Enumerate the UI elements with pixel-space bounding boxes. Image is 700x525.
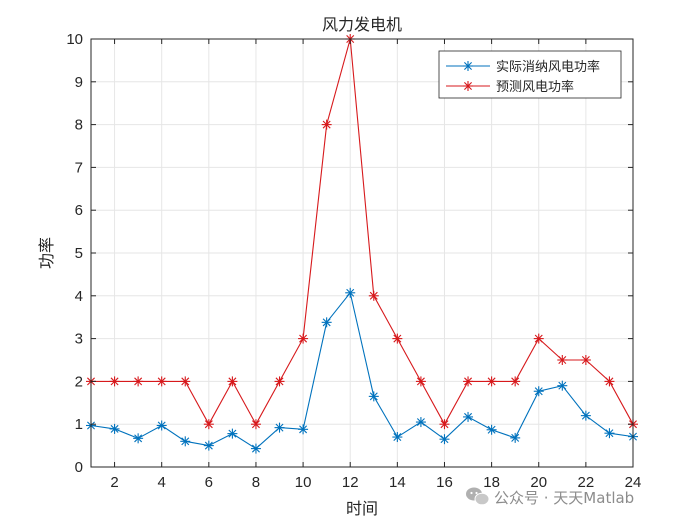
x-tick-label: 22 <box>578 474 595 491</box>
y-tick-label: 1 <box>75 416 83 433</box>
x-tick-label: 8 <box>252 474 260 491</box>
y-tick-label: 9 <box>75 74 83 91</box>
chart-title: 风力发电机 <box>322 15 402 34</box>
series-point <box>439 419 450 430</box>
series-point <box>557 380 568 391</box>
legend-label: 实际消纳风电功率 <box>496 59 600 75</box>
series-point <box>321 317 332 328</box>
series-point <box>203 419 214 430</box>
series-point <box>439 434 450 445</box>
series-point <box>368 290 379 301</box>
series-point <box>463 376 474 387</box>
y-tick-label: 3 <box>75 331 83 348</box>
y-tick-label: 5 <box>75 245 83 262</box>
series-point <box>298 424 309 435</box>
wechat-icon <box>466 487 490 506</box>
series-point <box>533 333 544 344</box>
x-tick-label: 20 <box>530 474 547 491</box>
series-point <box>392 333 403 344</box>
series-line <box>90 291 634 450</box>
x-tick-label: 4 <box>158 474 166 491</box>
series-point <box>203 440 214 451</box>
y-tick-label: 10 <box>66 31 83 48</box>
y-tick-label: 2 <box>75 373 83 390</box>
x-tick-label: 18 <box>483 474 500 491</box>
y-tick-label: 4 <box>75 288 83 305</box>
series-point <box>180 436 191 447</box>
watermark-text: 公众号 · 天天Matlab <box>494 489 634 507</box>
series-point <box>250 419 261 430</box>
y-tick-label: 7 <box>75 159 83 176</box>
series-point <box>486 376 497 387</box>
watermark: 公众号 · 天天Matlab <box>466 487 634 507</box>
y-tick-label: 8 <box>75 117 83 134</box>
series-point <box>463 411 474 422</box>
series-point <box>250 443 261 454</box>
x-tick-label: 6 <box>205 474 213 491</box>
series-point <box>580 355 591 365</box>
series-point <box>156 420 167 431</box>
x-tick-label: 10 <box>295 474 312 491</box>
legend-label: 预测风电功率 <box>496 79 574 95</box>
series-point <box>274 422 285 433</box>
series-point <box>415 376 426 387</box>
series-point <box>109 423 120 434</box>
x-axis-label: 时间 <box>346 499 378 518</box>
series-point <box>345 287 356 298</box>
series-point <box>392 432 403 443</box>
series-point <box>180 376 191 387</box>
y-axis-label: 功率 <box>37 237 56 269</box>
series-point <box>533 386 544 397</box>
grid-lines <box>91 38 634 468</box>
series-point <box>133 433 144 444</box>
legend-marker <box>463 61 473 71</box>
series-point <box>604 428 615 439</box>
y-tick-label: 6 <box>75 202 83 219</box>
x-tick-label: 2 <box>110 474 118 491</box>
series-point <box>580 410 591 421</box>
series-point <box>510 376 521 387</box>
series-point <box>604 376 615 387</box>
x-tick-label: 24 <box>625 474 642 491</box>
series-point <box>321 119 332 130</box>
series-point <box>510 432 521 443</box>
legend-box <box>438 50 622 99</box>
series-point <box>557 355 568 365</box>
legend-marker <box>463 81 473 91</box>
series-point <box>415 417 426 428</box>
x-tick-label: 14 <box>389 474 406 491</box>
series-point <box>368 391 379 402</box>
series-point <box>133 376 144 387</box>
series-point <box>227 376 238 387</box>
series-layer <box>86 34 638 454</box>
series-point <box>298 333 309 344</box>
x-tick-label: 12 <box>342 474 359 491</box>
x-tick-label: 16 <box>436 474 453 491</box>
series-point <box>274 376 285 387</box>
series-point <box>109 376 120 387</box>
series-2 <box>86 34 638 430</box>
series-point <box>227 428 238 439</box>
y-tick-label: 0 <box>75 459 83 476</box>
series-point <box>486 424 497 435</box>
series-point <box>156 376 167 387</box>
